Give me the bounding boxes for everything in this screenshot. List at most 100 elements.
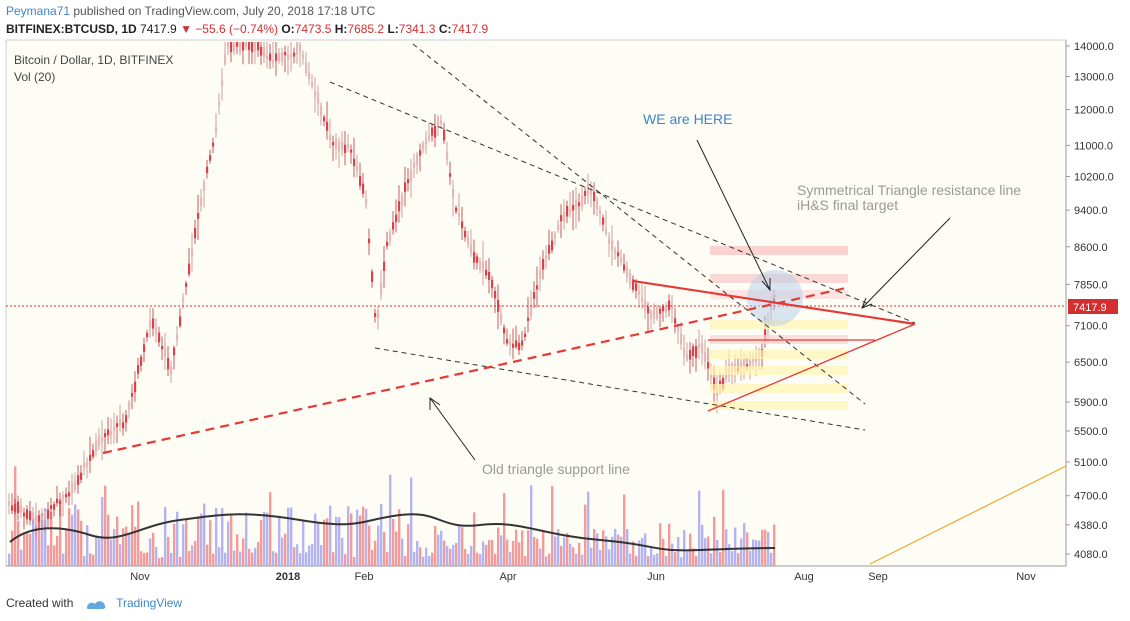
candle bbox=[539, 269, 542, 279]
candle bbox=[170, 366, 173, 375]
volume-bar bbox=[170, 552, 173, 566]
volume-bar bbox=[641, 537, 644, 566]
price-tick-label: 4380.0 bbox=[1074, 520, 1108, 532]
volume-bar bbox=[530, 485, 533, 566]
candle bbox=[656, 307, 659, 319]
volume-bar bbox=[71, 514, 74, 566]
volume-bar bbox=[167, 536, 170, 566]
candle bbox=[458, 213, 461, 218]
candle bbox=[191, 248, 194, 257]
candle bbox=[353, 158, 356, 167]
volume-bar bbox=[245, 512, 248, 566]
candle bbox=[572, 204, 575, 211]
candle bbox=[281, 52, 284, 62]
volume-bar bbox=[11, 530, 14, 566]
volume-bar bbox=[155, 546, 158, 566]
candle bbox=[359, 175, 362, 186]
candle bbox=[290, 53, 293, 58]
volume-bar bbox=[197, 516, 200, 566]
candle bbox=[533, 292, 536, 299]
volume-bar bbox=[347, 506, 350, 566]
volume-bar bbox=[41, 513, 44, 566]
volume-bar bbox=[425, 547, 428, 566]
candle bbox=[206, 166, 209, 174]
volume-bar bbox=[173, 523, 176, 566]
candle bbox=[635, 283, 638, 291]
volume-bar bbox=[404, 556, 407, 566]
candle bbox=[464, 230, 467, 238]
volume-bar bbox=[56, 535, 59, 566]
candle bbox=[332, 141, 335, 146]
candle bbox=[176, 334, 179, 340]
candle bbox=[197, 212, 200, 219]
volume-bar bbox=[602, 530, 605, 566]
volume-bar bbox=[83, 556, 86, 566]
volume-bar bbox=[194, 540, 197, 566]
candle bbox=[89, 454, 92, 461]
volume-bar bbox=[296, 544, 299, 566]
candle bbox=[581, 195, 584, 207]
volume-bar bbox=[365, 508, 368, 566]
volume-bar bbox=[419, 547, 422, 566]
here-marker bbox=[747, 270, 803, 326]
candle bbox=[53, 504, 56, 510]
candle bbox=[632, 279, 635, 291]
volume-bar bbox=[293, 547, 296, 566]
candle bbox=[188, 263, 191, 275]
price-tick-label: 8600.0 bbox=[1074, 242, 1108, 254]
volume-bar bbox=[554, 536, 557, 566]
volume-bar bbox=[494, 553, 497, 566]
candle bbox=[686, 354, 689, 360]
candle bbox=[431, 127, 434, 136]
candle bbox=[77, 475, 80, 485]
time-tick-label: Nov bbox=[1016, 571, 1036, 583]
candle bbox=[491, 279, 494, 289]
candle bbox=[62, 494, 65, 500]
volume-bar bbox=[437, 534, 440, 566]
candle bbox=[668, 300, 671, 311]
volume-bar bbox=[272, 551, 275, 566]
volume-bar bbox=[320, 545, 323, 566]
candle bbox=[23, 512, 26, 517]
candle bbox=[479, 261, 482, 270]
volume-bar bbox=[29, 533, 32, 566]
candle bbox=[50, 505, 53, 509]
volume-bar bbox=[8, 553, 11, 566]
volume-bar bbox=[590, 547, 593, 566]
volume-bar bbox=[377, 525, 380, 566]
plot-area[interactable] bbox=[5, 39, 1067, 567]
volume-bar bbox=[482, 541, 485, 566]
volume-bar bbox=[422, 556, 425, 566]
volume-bar bbox=[101, 496, 104, 566]
author-link[interactable]: Peymana71 bbox=[6, 4, 71, 18]
candle bbox=[305, 61, 308, 74]
volume-bar bbox=[752, 539, 755, 566]
volume-bar bbox=[137, 501, 140, 566]
candle bbox=[410, 169, 413, 181]
volume-bar bbox=[209, 520, 212, 566]
volume-bar bbox=[116, 516, 119, 566]
volume-bar bbox=[158, 557, 161, 566]
candle bbox=[122, 422, 125, 429]
candle bbox=[11, 505, 14, 511]
time-tick-label: Jun bbox=[647, 571, 665, 583]
candle bbox=[20, 505, 23, 513]
price-tick-label: 14000.0 bbox=[1074, 41, 1114, 53]
volume-bar bbox=[119, 544, 122, 566]
candle bbox=[503, 327, 506, 334]
volume-bar bbox=[254, 547, 257, 566]
annotation-resistance-2: iH&S final target bbox=[797, 197, 898, 213]
candle bbox=[701, 343, 704, 354]
candle bbox=[452, 188, 455, 198]
tradingview-link[interactable]: TradingView bbox=[116, 596, 183, 610]
candle bbox=[209, 155, 212, 161]
volume-bar bbox=[527, 530, 530, 566]
volume-bar bbox=[719, 551, 722, 566]
volume-bar bbox=[725, 529, 728, 566]
volume-bar bbox=[569, 543, 572, 566]
candle bbox=[677, 325, 680, 332]
volume-bar bbox=[122, 528, 125, 566]
volume-bar bbox=[290, 507, 293, 566]
candle bbox=[665, 307, 668, 312]
